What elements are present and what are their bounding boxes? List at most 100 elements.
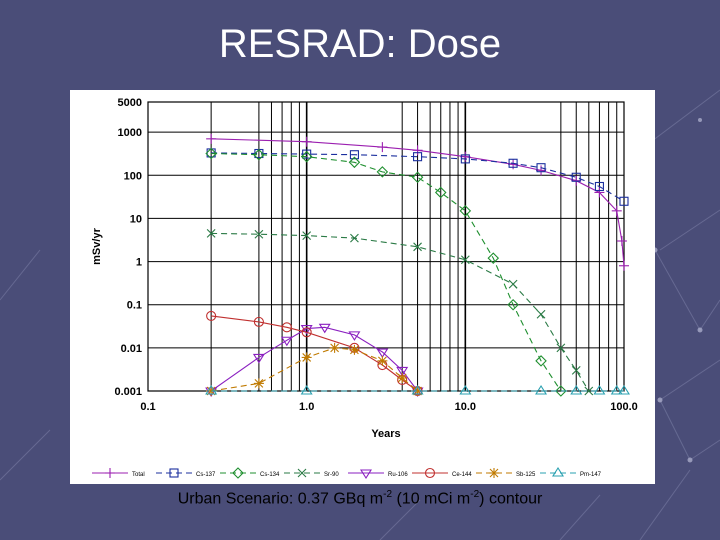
data-point-cs-137 [349, 150, 359, 160]
data-point-pm-147 [205, 384, 218, 395]
y-tick-label: 1000 [118, 127, 142, 139]
legend-label: Ce-144 [452, 472, 472, 478]
data-point-ce-144 [206, 310, 217, 321]
data-point-total [377, 142, 388, 153]
x-axis-title: Years [371, 428, 400, 440]
data-point-ru-106 [318, 323, 331, 334]
slide-title: RESRAD: Dose [218, 22, 502, 66]
data-point-ru-106 [396, 366, 409, 377]
legend-item-pm-147: Pm-147 [540, 466, 602, 478]
data-point-pm-147 [570, 384, 583, 395]
legend-item-cs-134: Cs-134 [220, 467, 280, 479]
data-point-sr-90 [571, 366, 581, 375]
data-point-cs-134 [459, 205, 472, 217]
data-point-total [206, 133, 217, 144]
legend-item-sr-90: Sr-90 [284, 468, 339, 478]
series-cs-137 [206, 148, 629, 206]
series-layer [205, 133, 630, 398]
data-point-total [619, 260, 629, 271]
data-point-ru-106 [376, 348, 389, 359]
data-point-cs-137 [508, 158, 518, 168]
data-point-ce-144 [281, 322, 292, 333]
data-point-cs-137 [571, 172, 581, 182]
caption: Urban Scenario: 0.37 GBq m-2 (10 mCi m-2… [0, 489, 720, 508]
caption-text-3: ) contour [479, 490, 543, 508]
data-point-sr-90 [584, 386, 594, 396]
data-point-sr-90 [556, 343, 566, 353]
data-point-cs-134 [300, 150, 313, 163]
data-point-cs-137 [460, 154, 470, 164]
x-tick-label: 0.1 [140, 401, 155, 413]
data-point-sb-125 [397, 373, 408, 384]
data-point-cs-134 [555, 385, 567, 397]
legend-marker [360, 469, 372, 480]
data-point-sr-90 [350, 233, 359, 243]
legend-label: Cs-134 [260, 472, 280, 478]
data-point-pm-147 [593, 384, 606, 395]
series-line-ru-106 [210, 326, 419, 392]
legend-marker [169, 468, 179, 478]
legend-item-sb-125: Sb-125 [476, 468, 536, 478]
data-point-total [571, 175, 582, 186]
legend-label: Cs-137 [196, 472, 216, 478]
data-point-cs-137 [302, 149, 312, 159]
data-point-total [536, 165, 547, 176]
chart-panel: 5000 1000 100 10 1 0.1 0.01 0.001 0.1 1.0 10.0 100.… [70, 90, 655, 484]
data-point-total [460, 151, 471, 162]
data-point-cs-137 [594, 181, 604, 192]
data-point-cs-137 [413, 152, 423, 162]
dose-chart: 5000 1000 100 10 1 0.1 0.01 0.001 0.1 1.0 10.0 100.… [91, 97, 638, 480]
data-point-sr-90 [302, 231, 312, 240]
legend-marker [552, 466, 564, 477]
legend-marker [424, 467, 436, 479]
data-point-sb-125 [377, 355, 388, 366]
legend-marker [489, 468, 499, 478]
series-sb-125 [206, 342, 423, 396]
data-point-cs-134 [535, 355, 547, 367]
y-tick-label: 5000 [118, 97, 142, 109]
legend-item-ru-106: Ru-106 [348, 469, 408, 480]
data-point-ru-106 [252, 353, 265, 364]
series-cs-134 [205, 147, 567, 397]
data-point-total [301, 136, 312, 147]
legend-label: Sr-90 [324, 472, 339, 478]
legend-item-cs-137: Cs-137 [156, 468, 216, 478]
data-point-ce-144 [253, 316, 264, 327]
data-point-sr-90 [413, 242, 422, 252]
series-sr-90 [206, 229, 594, 396]
data-point-sb-125 [349, 344, 360, 355]
data-point-sr-90 [460, 255, 470, 265]
data-point-cs-134 [507, 298, 519, 311]
caption-text-1: Urban Scenario: 0.37 GBq m [177, 490, 384, 508]
series-pm-147 [205, 384, 630, 395]
y-tick-label: 0.001 [114, 386, 142, 398]
data-point-sb-125 [329, 342, 340, 353]
data-point-cs-134 [434, 186, 447, 199]
y-tick-label: 100 [124, 170, 142, 182]
series-line-total [211, 138, 625, 266]
series-line-cs-137 [211, 152, 625, 202]
data-point-ru-106 [280, 336, 293, 347]
legend-label: Sb-125 [516, 472, 536, 478]
data-point-total [611, 205, 622, 216]
data-point-sb-125 [301, 352, 312, 363]
data-point-pm-147 [618, 384, 630, 395]
data-point-sr-90 [508, 279, 518, 289]
series-total [206, 133, 629, 271]
data-point-pm-147 [610, 384, 623, 395]
y-tick-label: 1 [136, 257, 142, 269]
legend-marker [105, 468, 115, 478]
data-point-cs-134 [411, 171, 424, 184]
data-point-pm-147 [459, 384, 472, 395]
caption-text-2: (10 mCi m [392, 490, 471, 508]
series-ce-144 [206, 310, 423, 397]
data-point-ru-106 [348, 331, 361, 341]
data-point-total [412, 145, 423, 156]
legend-label: Ru-106 [388, 472, 408, 478]
data-point-cs-134 [348, 156, 361, 169]
caption-exponent-2: -2 [470, 489, 480, 500]
series-ru-106 [205, 323, 424, 398]
legend-label: Pm-147 [580, 472, 602, 478]
x-tick-label: 100.0 [610, 401, 638, 413]
data-point-pm-147 [535, 384, 548, 395]
